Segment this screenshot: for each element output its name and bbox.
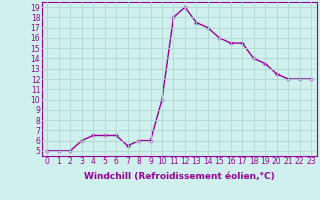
X-axis label: Windchill (Refroidissement éolien,°C): Windchill (Refroidissement éolien,°C) bbox=[84, 172, 275, 181]
